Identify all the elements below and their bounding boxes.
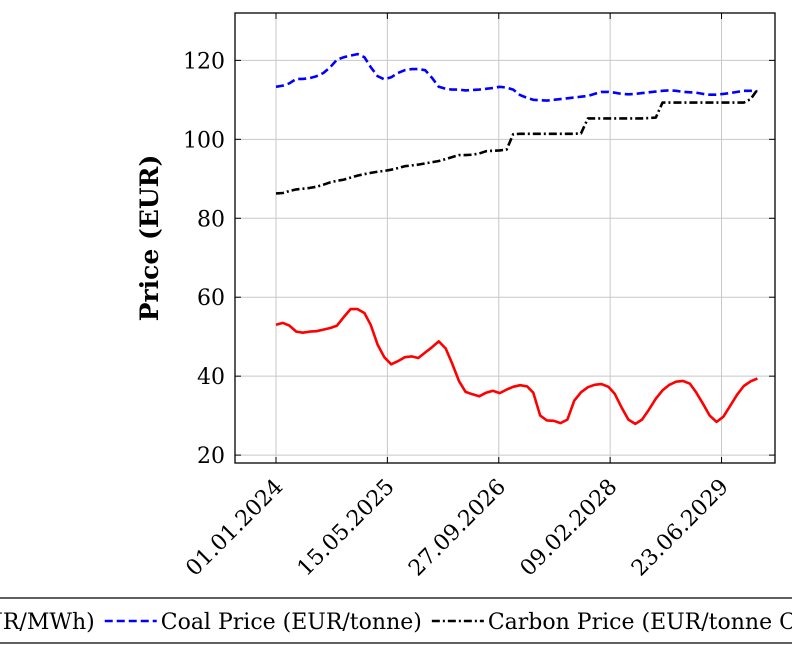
series-lines xyxy=(275,52,759,426)
x-tick-label: 09.02.2028 xyxy=(516,475,623,582)
legend-label-coal-price-eur-tonne: Coal Price (EUR/tonne) xyxy=(161,610,422,635)
y-tick-label: 100 xyxy=(183,128,225,153)
x-tick-label: 27.09.2026 xyxy=(404,475,511,582)
y-axis-ticks: 20 40 60 80 100 120 xyxy=(183,49,775,469)
x-tick-label: 01.01.2024 xyxy=(181,475,288,582)
x-tick-label: 15.05.2025 xyxy=(293,475,400,582)
y-tick-label: 20 xyxy=(197,444,225,469)
x-tick-label: 23.06.2029 xyxy=(627,475,734,582)
y-tick-label: 40 xyxy=(197,365,225,390)
plot-frame xyxy=(234,12,776,464)
y-tick-label: 80 xyxy=(197,207,225,232)
series-line-coal-price-eur-tonne xyxy=(275,52,758,102)
legend-label-carbon-price-eur-tonne-co2: Carbon Price (EUR/tonne CO2) xyxy=(488,610,792,635)
y-axis-label: Price (EUR) xyxy=(135,155,164,322)
legend-label-ttf-gas-price-eur-mwh: TTF Gas Price (EUR/MWh) xyxy=(0,610,95,635)
series-line-ttf-gas-price-eur-mwh xyxy=(275,307,758,426)
grid xyxy=(235,13,775,463)
legend: TTF Gas Price (EUR/MWh) Coal Price (EUR/t… xyxy=(0,597,792,644)
series-line-carbon-price-eur-tonne-co2 xyxy=(275,88,759,195)
y-tick-label: 120 xyxy=(183,49,225,74)
y-tick-label: 60 xyxy=(197,286,225,311)
